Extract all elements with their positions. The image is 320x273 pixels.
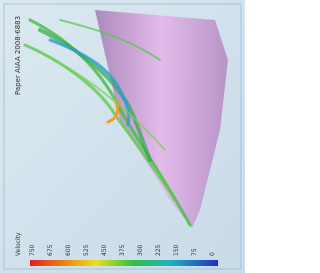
colorbar-label: 300 [137, 244, 144, 256]
colorbar-label: 375 [119, 244, 126, 256]
colorbar-label: 675 [47, 244, 54, 256]
colorbar-label: 750 [29, 244, 36, 256]
colorbar [30, 260, 218, 266]
colorbar-label: 600 [65, 244, 72, 256]
colorbar-label: 150 [173, 244, 180, 256]
colorbar-label: 0 [209, 252, 216, 256]
colorbar-label: 450 [101, 244, 108, 256]
colorbar-label: 525 [83, 244, 90, 256]
colorbar-label: 75 [191, 248, 198, 256]
colorbar-title: Velocity [15, 232, 22, 256]
colorbar-label: 225 [155, 244, 162, 256]
caption: Paper AIAA 2008-6883 [14, 16, 22, 95]
